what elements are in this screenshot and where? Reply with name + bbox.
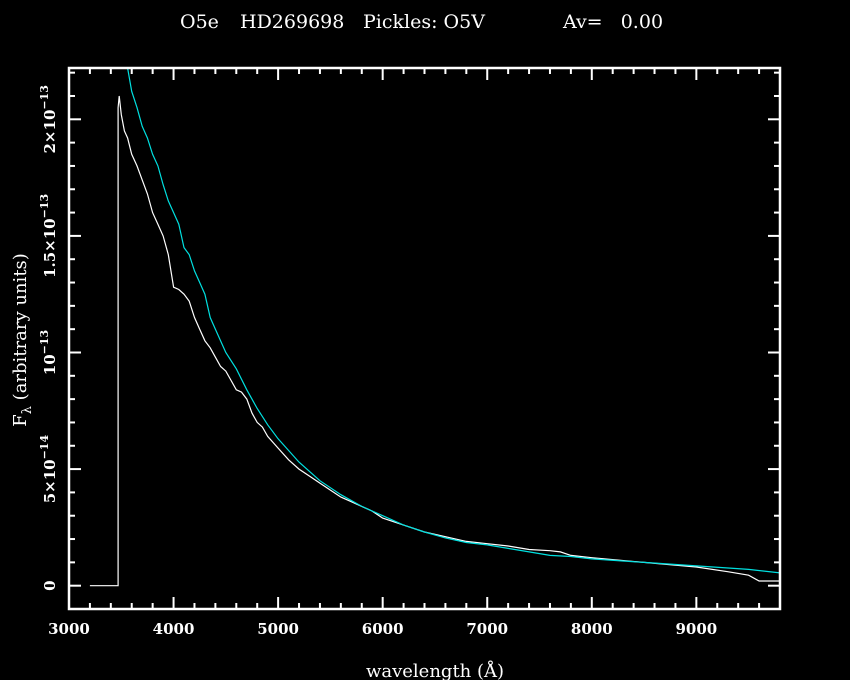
tick-layer <box>68 68 781 609</box>
series-layer <box>89 67 781 587</box>
y-tick-label: 0 <box>41 580 59 590</box>
tick-label-layer: 3000 4000 5000 6000 7000 8000 9000 0 5×10−14 10−1… <box>38 85 717 638</box>
x-tick-label: 6000 <box>362 620 404 638</box>
x-axis-label: wavelength (Å) <box>366 660 504 680</box>
y-tick-label: 1.5×10−13 <box>38 194 59 278</box>
series-line-1 <box>127 67 781 574</box>
y-tick-label: 5×10−14 <box>38 435 59 504</box>
title-pickles-template: Pickles: O5V <box>363 11 485 33</box>
y-axis-text: (arbitrary units) <box>10 253 31 406</box>
x-tick-label: 8000 <box>571 620 613 638</box>
y-tick-label: 10−13 <box>38 330 59 375</box>
x-tick-label: 4000 <box>153 620 195 638</box>
y-axis-subscript: λ <box>20 406 35 414</box>
plot-frame <box>67 66 782 611</box>
x-tick-label: 7000 <box>466 620 508 638</box>
title-spectral-type: O5e <box>180 11 219 33</box>
x-tick-label: 3000 <box>48 620 90 638</box>
title-extinction: Av= 0.00 <box>562 11 663 33</box>
y-axis-symbol: F <box>10 414 31 427</box>
y-tick-label: 2×10−13 <box>38 85 59 153</box>
series-line-0 <box>89 95 780 587</box>
x-tick-label: 5000 <box>257 620 299 638</box>
y-axis-label: Fλ (arbitrary units) <box>10 253 35 427</box>
title-star-name: HD269698 <box>240 11 344 33</box>
x-tick-label: 9000 <box>675 620 717 638</box>
